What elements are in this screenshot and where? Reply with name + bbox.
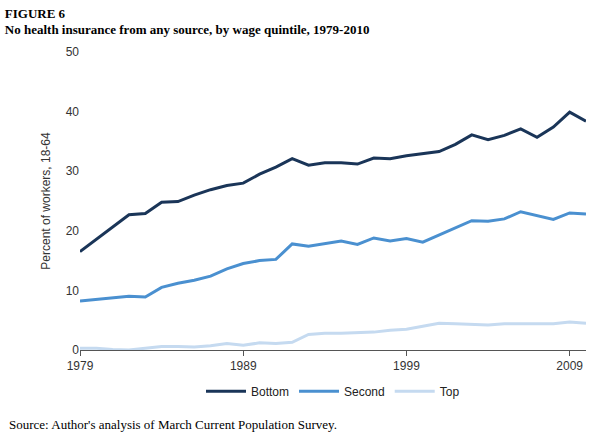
svg-text:50: 50 — [66, 45, 80, 59]
svg-text:2009: 2009 — [556, 359, 583, 373]
svg-text:10: 10 — [66, 284, 80, 298]
svg-text:FIGURE 6No health insurance fr: FIGURE 6No health insurance from any sou… — [5, 6, 370, 38]
svg-text:40: 40 — [66, 105, 80, 119]
svg-text:Source: Author's analysis of M: Source: Author's analysis of March Curre… — [9, 417, 337, 432]
svg-text:Percent of workers, 18-64: Percent of workers, 18-64 — [39, 132, 53, 270]
svg-text:0: 0 — [72, 343, 79, 357]
svg-text:Top: Top — [440, 385, 460, 399]
svg-text:1999: 1999 — [393, 359, 420, 373]
svg-text:1989: 1989 — [230, 359, 257, 373]
svg-text:30: 30 — [66, 164, 80, 178]
svg-text:20: 20 — [66, 224, 80, 238]
svg-text:1979: 1979 — [67, 359, 94, 373]
svg-text:Bottom: Bottom — [251, 385, 289, 399]
svg-text:Second: Second — [344, 385, 385, 399]
